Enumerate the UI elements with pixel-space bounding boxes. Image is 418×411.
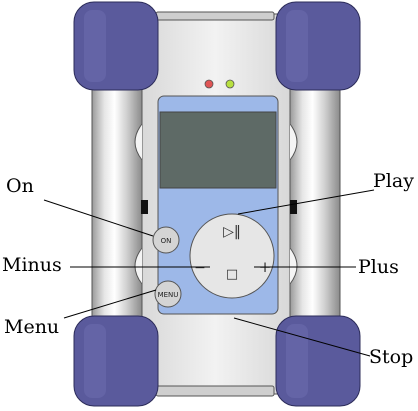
led-red-icon xyxy=(204,79,214,89)
right-side-switch[interactable] xyxy=(290,200,297,214)
left-rail xyxy=(91,87,143,321)
right-rail-notch-bottom xyxy=(289,247,298,285)
left-rail-notch-bottom xyxy=(134,247,143,285)
left-rail-notch-top xyxy=(134,123,143,161)
label-plus: Plus xyxy=(358,256,399,278)
label-stop: Stop xyxy=(369,346,414,368)
label-minus: Minus xyxy=(2,254,62,276)
minus-icon[interactable]: − xyxy=(194,260,206,276)
top-edge xyxy=(155,11,275,21)
callout-line-play xyxy=(237,189,375,215)
bottom-edge xyxy=(155,385,275,397)
right-rail-notch-top xyxy=(289,123,298,161)
right-rail xyxy=(289,87,341,321)
left-side-switch[interactable] xyxy=(141,200,148,214)
on-button-label: ON xyxy=(161,237,172,245)
label-on: On xyxy=(6,175,34,197)
control-wheel[interactable] xyxy=(189,213,275,299)
lcd-screen xyxy=(159,111,277,189)
callout-line-menu xyxy=(63,289,157,319)
led-green-icon xyxy=(225,79,235,89)
label-menu: Menu xyxy=(4,316,60,338)
on-button[interactable] xyxy=(152,226,180,254)
stop-icon[interactable]: □ xyxy=(226,267,238,282)
label-play: Play xyxy=(373,170,414,192)
callout-line-on xyxy=(43,199,154,237)
menu-button-label: MENU xyxy=(158,291,179,299)
callout-line-stop xyxy=(233,317,371,357)
play-pause-icon[interactable]: ▷‖ xyxy=(223,224,241,240)
menu-button[interactable] xyxy=(154,280,182,308)
